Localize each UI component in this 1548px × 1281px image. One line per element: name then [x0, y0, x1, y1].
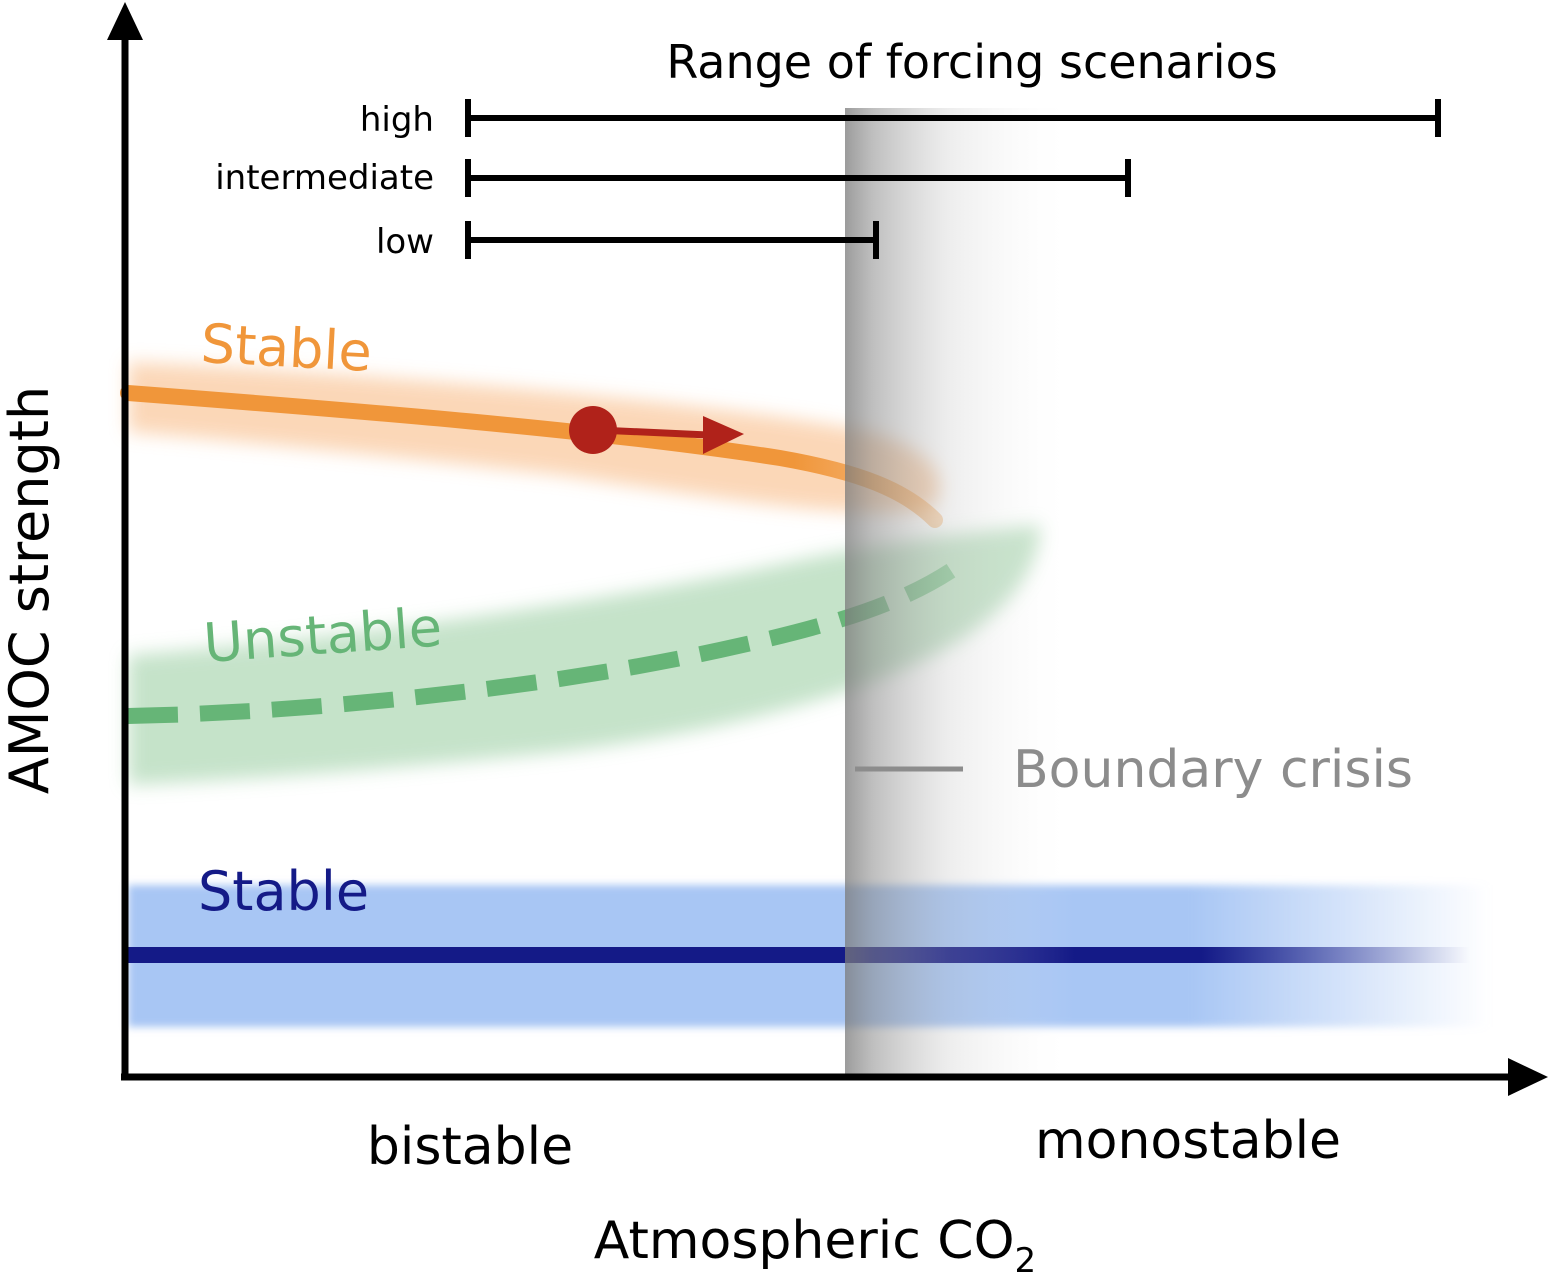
x-axis-label: Atmospheric CO2	[594, 1211, 1036, 1276]
scenario-bar-intermediate	[465, 159, 1131, 197]
unstable-band	[128, 525, 1040, 785]
region-label-monostable: monostable	[1035, 1111, 1341, 1171]
upper-stable-label: Stable	[199, 312, 373, 384]
x-axis-arrowhead	[1508, 1058, 1548, 1096]
upper-stable-band	[128, 362, 940, 513]
current-state-marker	[569, 406, 744, 454]
x-axis-label-subscript: 2	[1015, 1241, 1037, 1276]
diagram-title: Range of forcing scenarios	[666, 35, 1277, 89]
scenario-label-high: high	[360, 100, 434, 140]
boundary-crisis-region	[845, 108, 1075, 1075]
scenario-bar-low	[465, 221, 879, 259]
scenario-bar-high	[465, 99, 1441, 137]
lower-stable-label: Stable	[198, 860, 369, 923]
y-axis-arrowhead	[107, 2, 143, 40]
region-label-bistable: bistable	[367, 1117, 573, 1177]
scenario-label-intermediate: intermediate	[215, 158, 434, 198]
scenario-label-low: low	[376, 222, 434, 262]
boundary-crisis-label: Boundary crisis	[1013, 740, 1413, 800]
y-axis-label: AMOC strength	[0, 386, 61, 794]
